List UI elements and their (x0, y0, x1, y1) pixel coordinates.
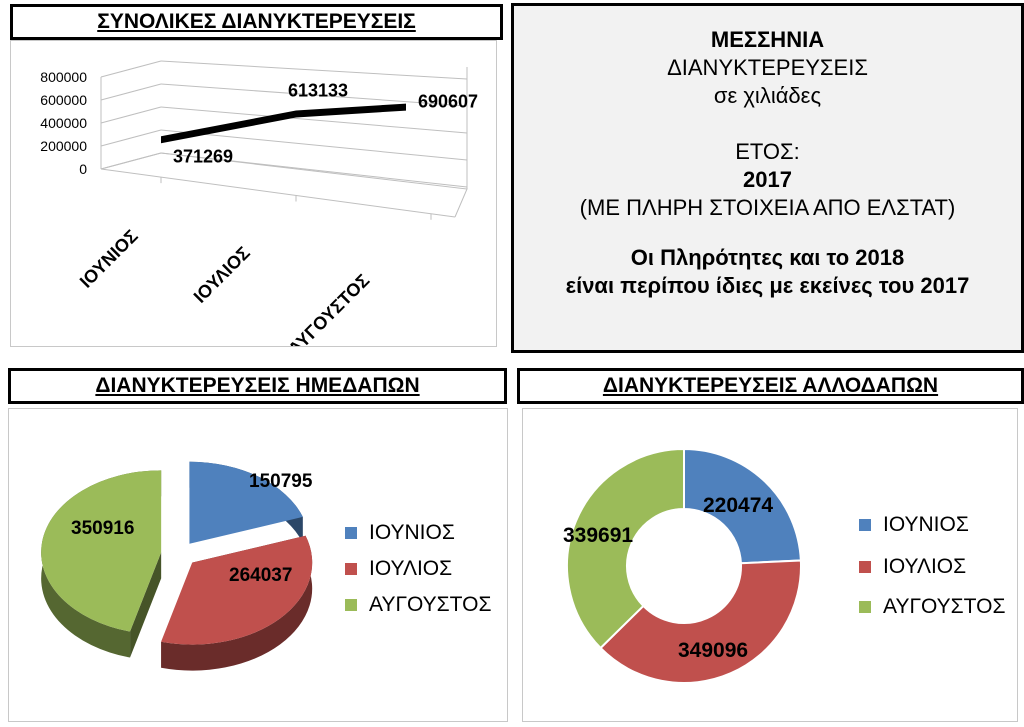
floor-front-edge (100, 168, 456, 218)
legend-swatch-august (345, 599, 357, 611)
data-label-august: 690607 (418, 92, 478, 112)
x-category-label-june: ΙΟΥΝΙΟΣ (76, 226, 142, 292)
data-label-june: 371269 (173, 146, 233, 166)
foreign-legend-june: ΙΟΥΝΙΟΣ (859, 513, 969, 537)
gridline-back (160, 83, 468, 107)
slice-august (41, 470, 162, 632)
data-label-june: 220474 (703, 494, 773, 517)
data-label-june: 150795 (249, 471, 313, 492)
y-tick-label: 600000 (40, 92, 87, 108)
info-year-label: ΕΤΟΣ: (735, 139, 800, 164)
info-source: (ΜΕ ΠΛΗΡΗ ΣΤΟΙΧΕΙΑ ΑΠΟ ΕΛΣΤΑΤ) (579, 195, 956, 220)
series-ribbon (161, 103, 406, 144)
legend-swatch-july (345, 563, 357, 575)
slice-june (189, 461, 303, 544)
info-note-2: είναι περίπου ίδιες με εκείνες του 2017 (565, 273, 970, 298)
foreign-legend-august: ΑΥΓΟΥΣΤΟΣ (859, 595, 1005, 619)
slice-july (161, 535, 313, 645)
legend-swatch-july (859, 561, 871, 573)
gridline-depth (100, 106, 162, 124)
info-year: 2017 (743, 167, 792, 192)
gridline-depth (100, 60, 162, 78)
domestic-chart-panel: 150795 264037 350916 ΙΟΥΝΙΟΣ ΙΟΥΛΙΟΣ ΑΥΓΟΥ… (8, 408, 508, 722)
domestic-legend-july: ΙΟΥΛΙΟΣ (345, 557, 452, 581)
foreign-chart-panel: 220474 349096 339691 ΙΟΥΝΙΟΣ ΙΟΥΛΙΟΣ ΑΥΓΟΥ… (522, 408, 1018, 722)
totals-chart-panel: 800000 600000 400000 200000 0 371269 613133 69… (10, 40, 497, 359)
legend-label-july: ΙΟΥΛΙΟΣ (883, 555, 967, 578)
legend-swatch-june (859, 519, 871, 531)
data-label-august: 350916 (71, 518, 134, 539)
gridline-depth (100, 129, 162, 147)
x-category-label-august: ΑΥΓΟΥΣΤΟΣ (284, 270, 373, 346)
legend-swatch-august (859, 601, 871, 613)
domestic-pie-chart: 150795 264037 350916 (41, 461, 313, 671)
domestic-chart-title: ΔΙΑΝΥΚΤΕΡΕΥΣΕΙΣ ΗΜΕΔΑΠΩΝ (8, 368, 507, 404)
totals-chart-title: ΣΥΝΟΛΙΚΕΣ ΔΙΑΝΥΚΤΕΡΕΥΣΕΙΣ (10, 4, 503, 40)
legend-label-august: ΑΥΓΟΥΣΤΟΣ (369, 593, 492, 616)
info-line-overnights: ΔΙΑΝΥΚΤΕΡΕΥΣΕΙΣ (667, 55, 868, 80)
info-region: ΜΕΣΣΗΝΙΑ (710, 27, 825, 52)
y-tick-label: 400000 (40, 115, 87, 131)
x-category-label-july: ΙΟΥΛΙΟΣ (190, 243, 254, 307)
slice-june (683, 447, 802, 565)
data-label-july: 349096 (678, 639, 748, 662)
legend-label-july: ΙΟΥΛΙΟΣ (369, 557, 453, 580)
foreign-chart-title: ΔΙΑΝΥΚΤΕΡΕΥΣΕΙΣ ΑΛΛΟΔΑΠΩΝ (517, 368, 1024, 404)
totals-chart: 800000 600000 400000 200000 0 371269 613133 69… (40, 60, 478, 359)
data-label-july: 264037 (229, 565, 292, 586)
slice-july (599, 559, 802, 684)
gridline-back (160, 60, 468, 80)
info-line-thousands: σε χιλιάδες (713, 83, 822, 108)
info-box: ΜΕΣΣΗΝΙΑ ΔΙΑΝΥΚΤΕΡΕΥΣΕΙΣ σε χιλιάδες ΕΤΟ… (511, 3, 1024, 353)
legend-label-june: ΙΟΥΝΙΟΣ (883, 513, 969, 536)
y-tick-label: 800000 (40, 69, 87, 85)
gridline-back (160, 106, 468, 134)
gridline-depth (100, 83, 162, 101)
foreign-doughnut-chart: 220474 349096 339691 (563, 447, 802, 684)
slice-wall-august (130, 552, 162, 658)
data-label-july: 613133 (288, 80, 348, 100)
legend-label-june: ΙΟΥΝΙΟΣ (369, 521, 455, 544)
domestic-legend-august: ΑΥΓΟΥΣΤΟΣ (345, 593, 491, 617)
domestic-legend-june: ΙΟΥΝΙΟΣ (345, 521, 455, 545)
y-tick-label: 200000 (40, 138, 87, 154)
chart-floor (100, 152, 468, 218)
info-note-1: Οι Πληρότητες και το 2018 (630, 245, 905, 270)
gridline-back (160, 129, 468, 161)
y-tick-label: 0 (79, 161, 87, 177)
slice-side-july (161, 535, 313, 671)
foreign-legend-july: ΙΟΥΛΙΟΣ (859, 555, 966, 579)
legend-label-august: ΑΥΓΟΥΣΤΟΣ (883, 595, 1006, 618)
data-label-august: 339691 (563, 524, 633, 547)
legend-swatch-june (345, 527, 357, 539)
slice-august (566, 447, 685, 650)
